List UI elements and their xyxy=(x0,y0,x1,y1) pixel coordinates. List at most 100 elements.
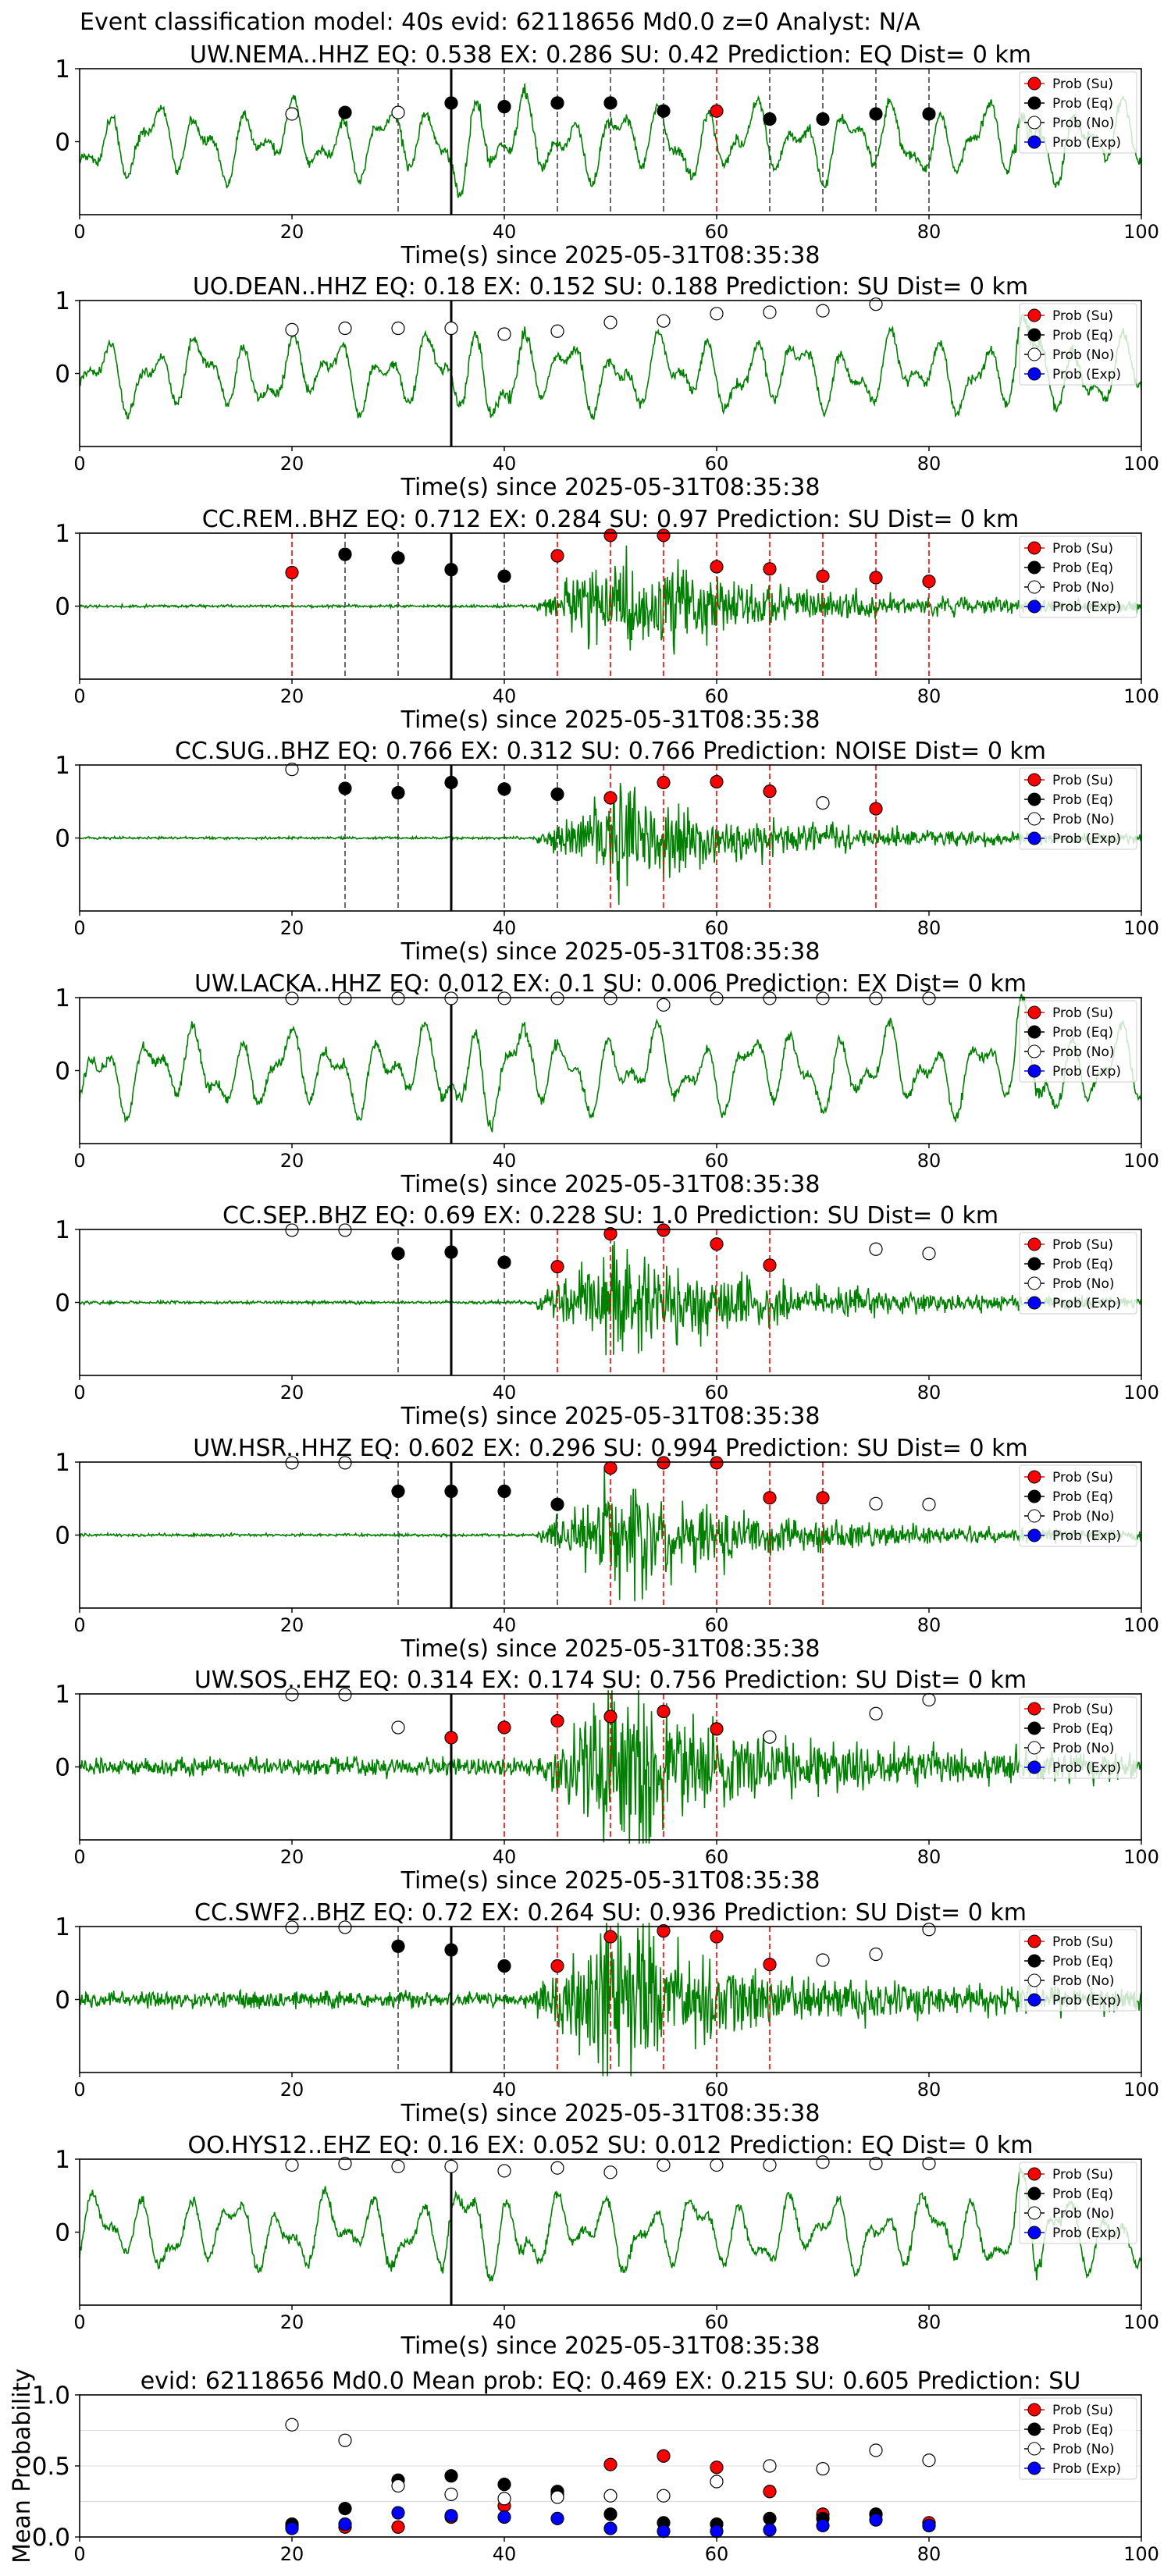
panel-6-legend-marker-su xyxy=(1027,1470,1041,1484)
panel-9-legend-box xyxy=(1019,2161,1137,2244)
panel-0-marker-su xyxy=(710,104,724,118)
panel-4-legend-marker-eq xyxy=(1027,1025,1041,1039)
panel-9-legend-marker-su xyxy=(1027,2167,1041,2181)
panel-0-xtick-label: 60 xyxy=(705,221,729,243)
panel-2: CC.REM..BHZ EQ: 0.712 EX: 0.284 SU: 0.97… xyxy=(55,506,1159,734)
panel-9-marker-no xyxy=(391,2159,405,2173)
panel-1-marker-no xyxy=(550,324,564,338)
panel-6-marker-su xyxy=(763,1491,777,1505)
panel-2-xtick-label: 20 xyxy=(280,685,304,707)
panel-6-title: UW.HSR..HHZ EQ: 0.602 EX: 0.296 SU: 0.99… xyxy=(193,1435,1028,1462)
mean-point-no xyxy=(338,2433,352,2447)
panel-9-xtick-label: 80 xyxy=(917,2311,941,2333)
mean-point-eq xyxy=(338,2502,352,2516)
panel-8-legend-label-eq: Prob (Eq) xyxy=(1052,1954,1113,1969)
panel-0-marker-eq xyxy=(497,100,511,114)
panel-1-xtick-label: 0 xyxy=(73,453,85,475)
panel-2-xtick-label: 40 xyxy=(493,685,517,707)
panel-5-legend-marker-no xyxy=(1027,1276,1041,1290)
panel-3-marker-no xyxy=(285,763,299,777)
panel-3-xlabel: Time(s) since 2025-05-31T08:35:38 xyxy=(400,938,820,966)
panel-7-legend-label-su: Prob (Su) xyxy=(1052,1702,1113,1717)
panel-3-xtick-label: 60 xyxy=(705,917,729,939)
panel-4-legend-label-exp: Prob (Exp) xyxy=(1052,1064,1121,1080)
panel-9-xtick-label: 100 xyxy=(1123,2311,1159,2333)
panel-3-xtick-label: 100 xyxy=(1123,917,1159,939)
panel-9-legend-label-exp: Prob (Exp) xyxy=(1052,2226,1121,2241)
panel-6-marker-su xyxy=(710,1456,724,1470)
panel-3-ytick-label: 0 xyxy=(55,825,70,853)
mean-point-no xyxy=(285,2418,299,2432)
panel-0-marker-eq xyxy=(444,96,458,110)
panel-1-legend-label-eq: Prob (Eq) xyxy=(1052,328,1113,343)
panel-3-legend-box xyxy=(1019,767,1137,850)
panel-7-marker-no xyxy=(763,1730,777,1744)
panel-2-marker-eq xyxy=(338,547,352,561)
panel-3-legend: Prob (Su) Prob (Eq) Prob (No) Prob (Exp) xyxy=(1019,767,1137,850)
panel-0-marker-no xyxy=(285,107,299,121)
mean-panel-legend-box xyxy=(1019,2397,1137,2480)
panel-6-xtick-label: 100 xyxy=(1123,1614,1159,1636)
panel-7-marker-su xyxy=(550,1713,564,1728)
panel-7-marker-no xyxy=(391,1720,405,1735)
panel-1-marker-no xyxy=(816,304,830,318)
panel-5-marker-no xyxy=(285,1223,299,1237)
mean-panel-legend-label-no: Prob (No) xyxy=(1052,2442,1115,2457)
panel-0-legend-box xyxy=(1019,71,1137,154)
mean-point-no xyxy=(710,2475,724,2489)
mean-panel-legend-label-exp: Prob (Exp) xyxy=(1052,2461,1121,2477)
panel-6-marker-eq xyxy=(497,1484,511,1499)
panel-6-marker-no xyxy=(869,1496,883,1510)
panel-4-marker-no xyxy=(922,991,936,1005)
panel-2-xtick-label: 0 xyxy=(73,685,85,707)
panel-1-xlabel: Time(s) since 2025-05-31T08:35:38 xyxy=(400,474,820,501)
panel-1-title: UO.DEAN..HHZ EQ: 0.18 EX: 0.152 SU: 0.18… xyxy=(193,273,1028,301)
panel-7-marker-no xyxy=(869,1706,883,1720)
panel-1-marker-no xyxy=(763,305,777,319)
panel-3-marker-no xyxy=(816,796,830,810)
panel-1-legend-label-exp: Prob (Exp) xyxy=(1052,367,1121,382)
panel-4-legend-marker-exp xyxy=(1027,1064,1041,1078)
panel-9-legend-marker-exp xyxy=(1027,2226,1041,2240)
panel-9-legend-marker-no xyxy=(1027,2206,1041,2220)
panel-5-marker-no xyxy=(338,1223,352,1237)
panel-0-xtick-label: 0 xyxy=(73,221,85,243)
panel-7-legend-marker-su xyxy=(1027,1702,1041,1716)
mean-point-exp xyxy=(816,2518,830,2533)
mean-point-exp xyxy=(710,2524,724,2539)
panel-5-legend-marker-exp xyxy=(1027,1296,1041,1310)
panel-1-xtick-label: 40 xyxy=(493,453,517,475)
mean-point-eq xyxy=(763,2511,777,2525)
mean-point-exp xyxy=(285,2521,299,2535)
panel-6-legend: Prob (Su) Prob (Eq) Prob (No) Prob (Exp) xyxy=(1019,1464,1137,1547)
panel-4-ytick-label: 1 xyxy=(55,984,70,1012)
panel-3-marker-eq xyxy=(338,781,352,795)
panel-2-xtick-label: 60 xyxy=(705,685,729,707)
panel-7-marker-su xyxy=(710,1722,724,1736)
panel-1-legend-marker-exp xyxy=(1027,367,1041,381)
panel-5-waveform xyxy=(79,1241,1142,1356)
panel-7: UW.SOS..EHZ EQ: 0.314 EX: 0.174 SU: 0.75… xyxy=(55,1667,1159,1895)
panel-6-legend-label-no: Prob (No) xyxy=(1052,1509,1115,1525)
panel-8-legend-label-su: Prob (Su) xyxy=(1052,1934,1113,1950)
panel-9-legend-label-su: Prob (Su) xyxy=(1052,2167,1113,2183)
panel-3-title: CC.SUG..BHZ EQ: 0.766 EX: 0.312 SU: 0.76… xyxy=(175,738,1046,765)
panel-6-xtick-label: 20 xyxy=(280,1614,304,1636)
mean-point-exp xyxy=(497,2510,511,2524)
mean-xtick-label: 0 xyxy=(73,2543,85,2565)
panel-7-ytick-label: 0 xyxy=(55,1754,70,1782)
panel-4-legend-marker-su xyxy=(1027,1005,1041,1019)
panel-1-legend-marker-no xyxy=(1027,347,1041,361)
panel-8-marker-su xyxy=(603,1930,618,1944)
panel-3-marker-eq xyxy=(391,785,405,800)
panel-7-legend-label-no: Prob (No) xyxy=(1052,1741,1115,1756)
panel-7-marker-no xyxy=(338,1688,352,1702)
panel-7-marker-su xyxy=(657,1704,671,1719)
panel-8-xtick-label: 20 xyxy=(280,2079,304,2101)
panel-8-xlabel: Time(s) since 2025-05-31T08:35:38 xyxy=(400,2100,820,2127)
panel-5-legend-marker-eq xyxy=(1027,1257,1041,1271)
panel-9-xlabel: Time(s) since 2025-05-31T08:35:38 xyxy=(400,2332,820,2360)
panel-0-ytick-label: 1 xyxy=(55,55,70,84)
panel-2-legend-marker-su xyxy=(1027,541,1041,555)
panel-5-marker-su xyxy=(657,1223,671,1237)
